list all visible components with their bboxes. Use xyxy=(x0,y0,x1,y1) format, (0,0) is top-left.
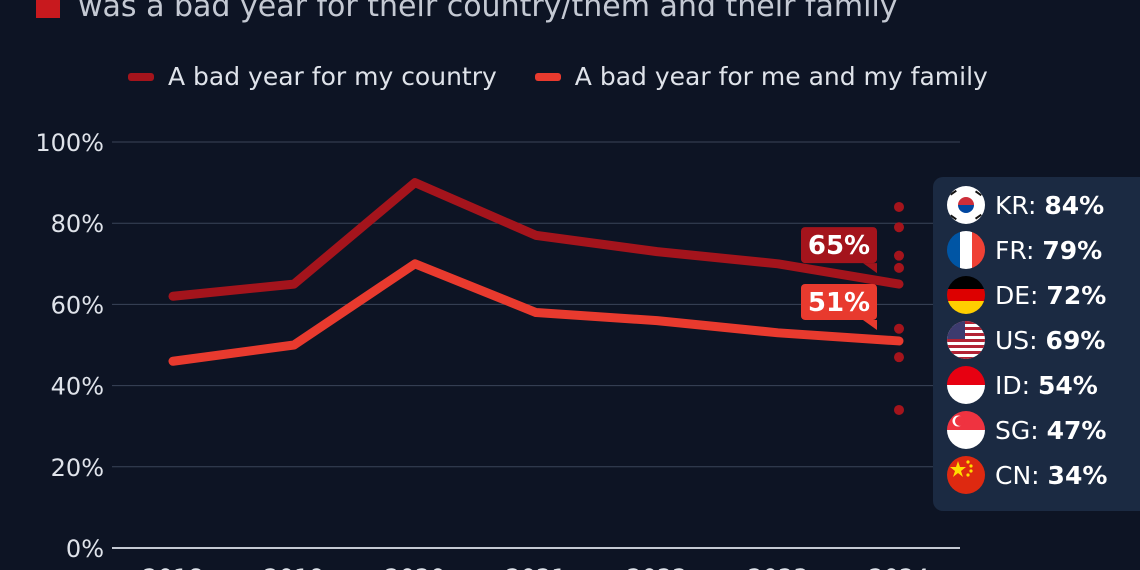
country-dot-us xyxy=(894,262,904,273)
callout-pointer-0 xyxy=(863,263,877,274)
y-tick-label: 20% xyxy=(51,454,104,482)
legend-item-country: A bad year for my country xyxy=(128,62,497,91)
country-text-sg: SG: 47% xyxy=(995,415,1107,445)
country-code-fr: FR xyxy=(995,235,1026,265)
country-dot-cn xyxy=(894,404,904,415)
legend-label-family: A bad year for me and my family xyxy=(574,62,988,91)
france-flag-icon xyxy=(947,231,985,269)
x-tick-label: 2020 xyxy=(384,564,445,570)
y-tick-label: 40% xyxy=(51,373,104,401)
y-tick-label: 60% xyxy=(51,291,104,319)
country-row-us: US: 69% xyxy=(947,320,1105,360)
legend-swatch-family xyxy=(534,72,561,81)
x-tick-label: 2023 xyxy=(747,564,808,570)
legend-label-country: A bad year for my country xyxy=(168,62,497,91)
country-code-kr: KR xyxy=(995,190,1028,220)
country-dot-fr xyxy=(894,222,904,233)
x-tick-label: 2022 xyxy=(626,564,687,570)
legend: A bad year for my country A bad year for… xyxy=(128,62,988,91)
country-text-id: ID: 54% xyxy=(995,370,1098,400)
country-text-us: US: 69% xyxy=(995,325,1106,355)
country-code-sg: SG xyxy=(995,415,1031,445)
country-row-fr: FR: 79% xyxy=(947,230,1102,270)
country-code-cn: CN xyxy=(995,460,1032,490)
legend-item-family: A bad year for me and my family xyxy=(534,62,988,91)
country-dot-sg xyxy=(894,352,904,363)
country-code-de: DE xyxy=(995,280,1031,310)
country-text-de: DE: 72% xyxy=(995,280,1107,310)
title-accent-square xyxy=(36,0,60,18)
country-value-cn: 34% xyxy=(1047,460,1108,490)
country-value-de: 72% xyxy=(1046,280,1107,310)
germany-flag-icon xyxy=(947,276,985,314)
country-row-de: DE: 72% xyxy=(947,275,1106,315)
country-value-sg: 47% xyxy=(1046,415,1107,445)
country-text-fr: FR: 79% xyxy=(995,235,1103,265)
callout-box-0 xyxy=(801,227,877,264)
country-code-id: ID xyxy=(995,370,1022,400)
country-dot-de xyxy=(894,250,904,261)
country-text-kr: KR: 84% xyxy=(995,190,1105,220)
y-tick-label: 80% xyxy=(51,210,104,238)
country-value-id: 54% xyxy=(1038,370,1098,400)
y-tick-label: 100% xyxy=(35,129,104,157)
chart-title: was a bad year for their country/them an… xyxy=(78,0,898,24)
chart-title-row: was a bad year for their country/them an… xyxy=(36,0,898,26)
country-row-cn: CN: 34% xyxy=(947,455,1107,495)
country-row-sg: SG: 47% xyxy=(947,410,1106,450)
country-value-us: 69% xyxy=(1045,325,1106,355)
china-flag-icon xyxy=(947,456,985,494)
x-tick-label: 2018 xyxy=(142,564,203,570)
indonesia-flag-icon xyxy=(947,366,985,404)
country-text-cn: CN: 34% xyxy=(995,460,1108,490)
x-tick-label: 2024 xyxy=(868,564,929,570)
country-code-us: US xyxy=(995,325,1030,355)
country-dot-id xyxy=(894,323,904,334)
x-tick-label: 2019 xyxy=(263,564,324,570)
series-line-0 xyxy=(168,178,904,301)
country-value-fr: 79% xyxy=(1042,235,1103,265)
country-panel: KR: 84% FR: 79% DE: 72% xyxy=(933,177,1140,511)
south-korea-flag-icon xyxy=(947,186,985,224)
country-row-kr: KR: 84% xyxy=(947,185,1104,225)
country-row-id: ID: 54% xyxy=(947,365,1098,405)
callout-box-1 xyxy=(801,283,877,320)
x-tick-label: 2021 xyxy=(505,564,566,570)
y-tick-label: 0% xyxy=(66,535,104,563)
callout-label-0: 65% xyxy=(808,231,870,261)
legend-swatch-country xyxy=(128,72,154,81)
country-dot-kr xyxy=(894,201,904,212)
usa-flag-icon xyxy=(947,321,985,359)
callout-label-1: 51% xyxy=(808,288,870,318)
callout-pointer-1 xyxy=(863,319,877,330)
singapore-flag-icon xyxy=(947,411,985,449)
country-value-kr: 84% xyxy=(1044,190,1105,220)
